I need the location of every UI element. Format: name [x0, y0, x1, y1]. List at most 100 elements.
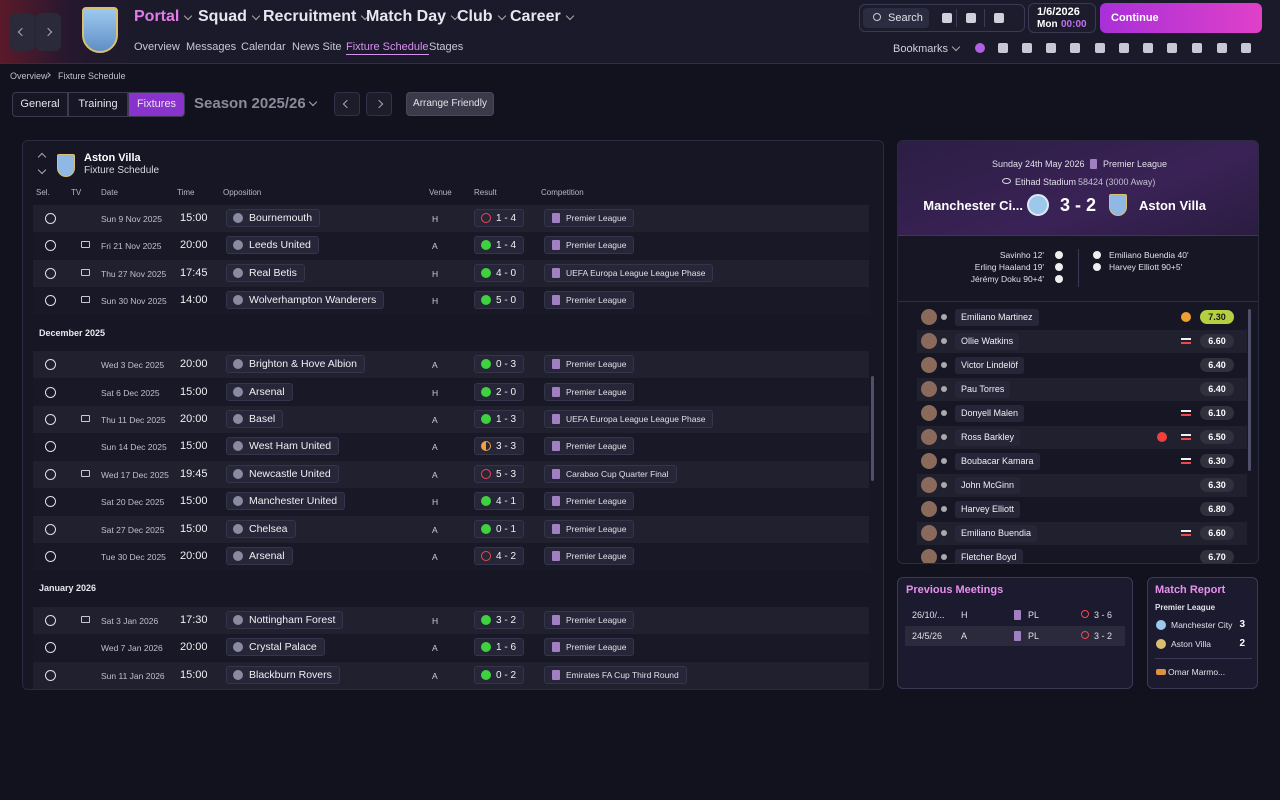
column-header[interactable]: Date — [101, 188, 118, 197]
toolbar-icon[interactable] — [1022, 43, 1032, 53]
fixture-row[interactable]: Sun 30 Nov 2025 14:00 Wolverhampton Wander… — [33, 287, 869, 315]
opposition-chip[interactable]: Bournemouth — [226, 209, 321, 227]
toolbar-icon[interactable] — [1217, 43, 1227, 53]
fixture-row[interactable]: Wed 17 Dec 2025 19:45 Newcastle United A 5 -… — [33, 460, 869, 488]
select-radio[interactable] — [45, 642, 56, 654]
fixture-row[interactable]: Thu 27 Nov 2025 17:45 Real Betis H 4 - 0 UEFA… — [33, 259, 869, 287]
column-header[interactable]: Time — [177, 188, 195, 197]
fixture-row[interactable]: Fri 21 Nov 2025 20:00 Leeds United A 1 - 4 Pr… — [33, 232, 869, 260]
select-radio[interactable] — [45, 551, 56, 562]
toolbar-icon[interactable] — [1143, 43, 1153, 53]
fixture-row[interactable]: Sun 11 Jan 2026 15:00 Blackburn Rovers A 0 -… — [33, 661, 869, 689]
opposition-chip[interactable]: Leeds United — [226, 236, 319, 255]
tab[interactable]: General — [12, 92, 68, 117]
select-radio[interactable] — [45, 496, 56, 508]
bookmarks[interactable]: Bookmarks — [893, 43, 949, 55]
breadcrumb-item[interactable]: Fixture Schedule — [58, 71, 126, 81]
menu-item[interactable]: Recruitment — [263, 8, 357, 25]
select-radio[interactable] — [45, 523, 56, 535]
column-header[interactable]: Venue — [429, 188, 452, 197]
search-button[interactable]: Search — [863, 8, 929, 28]
meeting-row[interactable]: 24/5/26 A PL 3 - 2 — [905, 626, 1125, 646]
opposition-chip[interactable]: Manchester United — [226, 492, 346, 511]
player-row[interactable]: Victor Lindelöf 6.40 — [917, 354, 1247, 377]
opposition-chip[interactable]: Nottingham Forest — [226, 611, 344, 629]
fixture-row[interactable]: Sun 14 Dec 2025 15:00 West Ham United A 3 - … — [33, 433, 869, 461]
toolbar-icon[interactable] — [1095, 43, 1105, 53]
select-radio[interactable] — [45, 240, 56, 252]
player-of-match[interactable]: Omar Marmo... — [1168, 667, 1226, 677]
back-button[interactable] — [10, 13, 35, 51]
submenu-item[interactable]: Stages — [429, 41, 464, 53]
select-radio[interactable] — [45, 669, 56, 681]
column-header[interactable]: Opposition — [223, 188, 262, 197]
toolbar-icon[interactable] — [1192, 43, 1202, 53]
select-radio[interactable] — [45, 386, 56, 398]
player-row[interactable]: John McGinn 6.30 — [917, 474, 1247, 497]
opposition-chip[interactable]: Brighton & Hove Albion — [226, 355, 365, 374]
tab[interactable]: Fixtures — [128, 92, 185, 117]
toolbar-icon[interactable] — [1070, 43, 1080, 53]
toolbar-icon[interactable] — [1119, 43, 1129, 53]
opposition-chip[interactable]: Wolverhampton Wanderers — [226, 291, 385, 310]
toolbar-icon[interactable] — [942, 13, 952, 23]
fixture-row[interactable]: Sat 20 Dec 2025 15:00 Manchester United H 4 … — [33, 488, 869, 516]
player-row[interactable]: Emiliano Buendia 6.60 — [917, 522, 1247, 545]
menu-item[interactable]: Match Day — [366, 8, 447, 25]
toolbar-icon[interactable] — [998, 43, 1008, 53]
submenu-item[interactable]: Messages — [186, 41, 237, 53]
fixture-row[interactable]: Tue 30 Dec 2025 20:00 Arsenal A 4 - 2 Premier… — [33, 543, 869, 570]
submenu-item[interactable]: Overview — [134, 41, 180, 53]
breadcrumb-item[interactable]: Overview — [10, 71, 48, 81]
submenu-item[interactable]: Fixture Schedule — [346, 41, 429, 55]
toolbar-icon[interactable] — [1167, 43, 1177, 53]
select-radio[interactable] — [45, 359, 56, 371]
opposition-chip[interactable]: Arsenal — [226, 547, 293, 565]
fixture-row[interactable]: Sat 3 Jan 2026 17:30 Nottingham Forest H 3 -… — [33, 607, 869, 634]
fixture-row[interactable]: Thu 11 Dec 2025 20:00 Basel A 1 - 3 UEFA Euro… — [33, 406, 869, 433]
season-selector[interactable]: Season 2025/26 — [194, 95, 306, 112]
player-row[interactable]: Pau Torres 6.40 — [917, 378, 1247, 401]
menu-item[interactable]: Portal — [134, 8, 180, 25]
select-radio[interactable] — [45, 615, 56, 626]
column-header[interactable]: Result — [474, 188, 497, 197]
toolbar-icon[interactable] — [966, 13, 976, 23]
forward-button[interactable] — [36, 13, 61, 51]
opposition-chip[interactable]: Chelsea — [226, 519, 296, 538]
toolbar-icon[interactable] — [975, 43, 985, 53]
arrow-button[interactable] — [334, 92, 360, 116]
player-row[interactable]: Donyell Malen 6.10 — [917, 402, 1247, 425]
select-radio[interactable] — [45, 468, 56, 480]
opposition-chip[interactable]: Arsenal — [226, 382, 293, 401]
column-header[interactable]: Competition — [541, 188, 584, 197]
player-row[interactable]: Fletcher Boyd 6.70 — [917, 546, 1247, 563]
player-row[interactable]: Ross Barkley 6.50 — [917, 426, 1247, 449]
player-row[interactable]: Harvey Elliott 6.80 — [917, 498, 1247, 521]
opposition-chip[interactable]: Blackburn Rovers — [226, 665, 340, 684]
arrange-friendly-button[interactable]: Arrange Friendly — [406, 92, 494, 116]
opposition-chip[interactable]: Basel — [226, 410, 284, 428]
select-radio[interactable] — [45, 213, 56, 224]
player-row[interactable]: Ollie Watkins 6.60 — [917, 330, 1247, 353]
meeting-row[interactable]: 26/10/... H PL 3 - 6 — [905, 605, 1125, 625]
player-row[interactable]: Boubacar Kamara 6.30 — [917, 450, 1247, 473]
continue-button[interactable]: Continue — [1100, 3, 1262, 33]
menu-item[interactable]: Club — [457, 8, 493, 25]
arrow-button[interactable] — [366, 92, 392, 116]
fixture-row[interactable]: Sat 6 Dec 2025 15:00 Arsenal H 2 - 0 Premier … — [33, 378, 869, 406]
opposition-chip[interactable]: Real Betis — [226, 263, 305, 282]
select-radio[interactable] — [45, 267, 56, 279]
fixture-row[interactable]: Wed 3 Dec 2025 20:00 Brighton & Hove Albio… — [33, 351, 869, 379]
player-row[interactable]: Emiliano Martinez 7.30 — [917, 306, 1247, 329]
toolbar-icon[interactable] — [1046, 43, 1056, 53]
toolbar-icon[interactable] — [1241, 43, 1251, 53]
column-header[interactable]: Sel. — [36, 188, 50, 197]
fixture-row[interactable]: Sun 9 Nov 2025 15:00 Bournemouth H 1 - 4 Prem… — [33, 205, 869, 232]
select-radio[interactable] — [45, 295, 56, 307]
fixture-row[interactable]: Wed 7 Jan 2026 20:00 Crystal Palace A 1 - 6 P… — [33, 634, 869, 662]
opposition-chip[interactable]: West Ham United — [226, 437, 340, 456]
toolbar-icon[interactable] — [994, 13, 1004, 23]
menu-item[interactable]: Squad — [198, 8, 247, 25]
fixture-row[interactable]: Sat 27 Dec 2025 15:00 Chelsea A 0 - 1 Premier… — [33, 515, 869, 543]
select-radio[interactable] — [45, 441, 56, 453]
